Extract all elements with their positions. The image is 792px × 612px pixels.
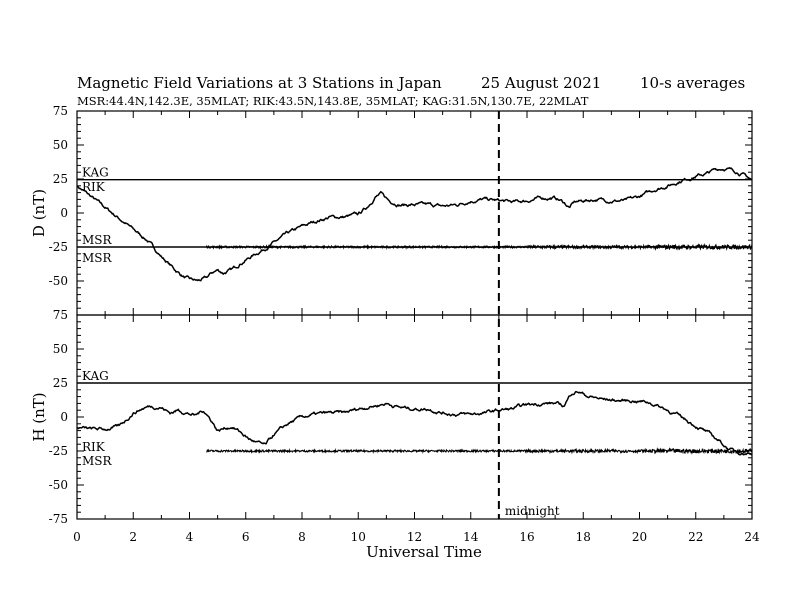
h-ytick-label: 25 — [53, 376, 68, 390]
h-ytick-label: -25 — [49, 444, 68, 458]
d-ytick-label: 25 — [53, 172, 68, 186]
xtick-label: 24 — [744, 530, 760, 544]
xtick-label: 18 — [576, 530, 591, 544]
station-coordinates: MSR:44.4N,142.3E, 35MLAT; RIK:43.5N,143.… — [77, 94, 589, 108]
d-ytick-label: -50 — [49, 274, 68, 288]
xtick-label: 20 — [632, 530, 647, 544]
d-ytick-label: -25 — [49, 240, 68, 254]
d-panel-ylabel: D (nT) — [30, 189, 48, 237]
d-series-rik — [76, 167, 753, 282]
xtick-label: 16 — [519, 530, 534, 544]
h-ytick-label: 0 — [60, 410, 68, 424]
d-series-label-rik: RIK — [82, 180, 106, 194]
h-panel-frame — [76, 314, 753, 520]
xtick-label: 0 — [73, 530, 81, 544]
x-axis-title: Universal Time — [366, 543, 482, 561]
h-ytick-label: -50 — [49, 478, 68, 492]
xtick-label: 4 — [186, 530, 194, 544]
xtick-label: 2 — [129, 530, 137, 544]
d-ytick-label: 0 — [60, 206, 68, 220]
h-ytick-label: -75 — [49, 512, 68, 526]
xtick-label: 22 — [688, 530, 703, 544]
d-ref-label-kag: KAG — [82, 166, 109, 180]
xtick-label: 6 — [242, 530, 250, 544]
h-ref-label-kag: KAG — [82, 369, 109, 383]
xtick-label: 10 — [351, 530, 366, 544]
chart-averaging: 10-s averages — [640, 74, 745, 92]
d-series-label-msr: MSR — [82, 251, 113, 265]
h-ytick-label: 75 — [53, 308, 68, 322]
xtick-label: 14 — [463, 530, 479, 544]
xtick-label: 8 — [298, 530, 306, 544]
chart-title: Magnetic Field Variations at 3 Stations … — [77, 74, 442, 92]
h-series-rik — [76, 390, 753, 456]
d-ref-label-msr: MSR — [82, 233, 113, 247]
h-panel-ylabel: H (nT) — [30, 392, 48, 441]
h-ytick-label: 50 — [53, 342, 68, 356]
xtick-label: 12 — [407, 530, 422, 544]
d-panel-frame — [76, 110, 753, 316]
h-series-label-rik: RIK — [82, 440, 106, 454]
h-series-label-msr: MSR — [82, 454, 113, 468]
midnight-label: midnight — [505, 504, 560, 518]
d-ytick-label: 75 — [53, 104, 68, 118]
chart-date: 25 August 2021 — [481, 74, 601, 92]
d-ytick-label: 50 — [53, 138, 68, 152]
h-series-msr — [206, 447, 753, 455]
d-series-msr — [205, 243, 753, 251]
